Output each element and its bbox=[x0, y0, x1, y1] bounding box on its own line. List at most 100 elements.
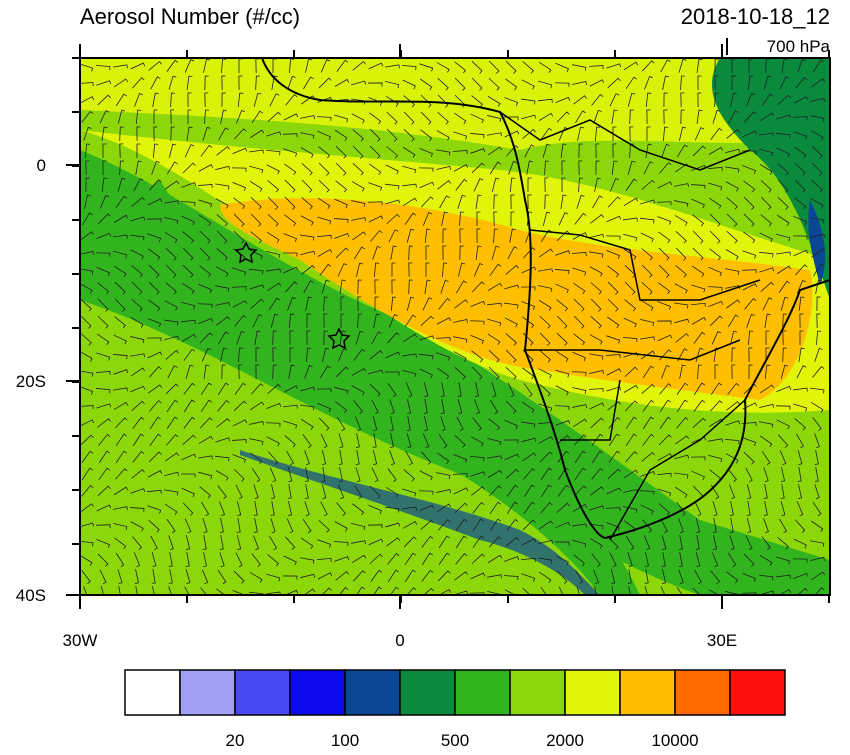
wind-barb bbox=[249, 149, 264, 154]
wind-barb bbox=[385, 80, 400, 89]
wind-barb bbox=[81, 110, 94, 123]
wind-barb bbox=[504, 589, 516, 595]
wind-barb bbox=[442, 228, 447, 244]
wind-barb bbox=[607, 536, 619, 550]
wind-barb bbox=[186, 126, 193, 141]
wind-barb bbox=[623, 317, 637, 328]
wind-barb bbox=[627, 160, 636, 175]
wind-barb bbox=[316, 557, 332, 562]
wind-barb bbox=[183, 399, 195, 413]
wind-barb bbox=[440, 416, 446, 432]
wind-barb bbox=[168, 552, 173, 567]
wind-barb bbox=[731, 364, 736, 380]
wind-barb bbox=[606, 215, 622, 223]
wind-barb bbox=[164, 319, 179, 326]
wind-barb bbox=[527, 177, 532, 193]
wind-barb bbox=[321, 484, 327, 500]
wind-barb bbox=[644, 586, 649, 595]
wind-barb bbox=[166, 519, 176, 534]
wind-barb bbox=[505, 349, 517, 363]
wind-barb bbox=[96, 352, 111, 361]
wind-barb bbox=[727, 382, 740, 395]
wind-barb bbox=[678, 569, 684, 585]
wind-barb bbox=[97, 315, 109, 329]
wind-barb bbox=[453, 164, 469, 172]
wind-barb bbox=[572, 351, 586, 362]
wind-barb bbox=[469, 455, 485, 462]
wind-barb bbox=[422, 297, 433, 311]
wind-barb bbox=[203, 364, 210, 379]
wind-barb bbox=[469, 592, 485, 595]
wind-barb bbox=[221, 75, 226, 91]
wind-barb bbox=[793, 572, 809, 579]
wind-barb bbox=[676, 417, 689, 429]
wind-barb bbox=[388, 229, 399, 243]
wind-barb bbox=[249, 284, 265, 290]
wind-barb bbox=[674, 215, 688, 226]
wind-barb bbox=[591, 433, 604, 446]
wind-barb bbox=[80, 405, 94, 410]
wind-barb bbox=[420, 78, 433, 91]
wind-barb bbox=[538, 300, 552, 311]
wind-barb bbox=[320, 501, 328, 517]
wind-barb bbox=[180, 201, 196, 207]
wind-barb bbox=[521, 573, 536, 582]
wind-barb bbox=[695, 552, 701, 568]
wind-barb bbox=[199, 230, 211, 244]
wind-barb bbox=[556, 230, 570, 242]
wind-barb bbox=[454, 502, 468, 514]
colorbar-box bbox=[179, 669, 236, 716]
wind-barb bbox=[776, 147, 790, 158]
wind-barb bbox=[576, 194, 585, 209]
wind-barb bbox=[249, 165, 264, 174]
wind-barb bbox=[794, 197, 807, 210]
wind-barb bbox=[424, 416, 428, 431]
wind-barb bbox=[438, 535, 450, 549]
wind-barb bbox=[744, 111, 757, 123]
wind-barb bbox=[316, 234, 332, 239]
wind-barb bbox=[454, 434, 466, 448]
wind-barb bbox=[232, 182, 247, 192]
wind-barb bbox=[793, 387, 808, 392]
wind-barb bbox=[522, 452, 537, 462]
wind-barb bbox=[301, 179, 313, 193]
wind-barb bbox=[471, 366, 483, 380]
wind-barb bbox=[418, 490, 434, 495]
wind-barb bbox=[657, 453, 673, 461]
wind-barb bbox=[117, 177, 126, 192]
wind-barb bbox=[374, 296, 379, 312]
wind-barb bbox=[81, 467, 93, 481]
wind-barb bbox=[96, 403, 112, 409]
wind-barb bbox=[184, 59, 195, 73]
wind-barb bbox=[792, 116, 808, 121]
wind-barb bbox=[113, 523, 128, 531]
wind-barb bbox=[675, 435, 690, 445]
wind-barb bbox=[505, 333, 517, 346]
wind-barb bbox=[305, 58, 313, 73]
wind-barb bbox=[725, 166, 740, 173]
wind-barb bbox=[386, 537, 401, 547]
wind-barb bbox=[628, 586, 631, 595]
wind-barb bbox=[435, 337, 451, 342]
wind-barb bbox=[797, 58, 806, 73]
wind-barb bbox=[607, 298, 619, 312]
wind-barb bbox=[605, 235, 621, 240]
wind-barb bbox=[355, 467, 361, 483]
wind-barb bbox=[438, 519, 451, 531]
wind-barb bbox=[573, 554, 585, 567]
wind-barb bbox=[81, 450, 94, 463]
wind-barb bbox=[80, 268, 94, 275]
wind-barb bbox=[168, 75, 177, 90]
wind-barb bbox=[438, 552, 451, 566]
wind-barb bbox=[810, 98, 825, 103]
wind-barb bbox=[301, 197, 313, 210]
wind-barb bbox=[437, 570, 451, 582]
wind-barb bbox=[759, 590, 775, 595]
wind-barb bbox=[694, 569, 702, 585]
wind-barb bbox=[319, 263, 332, 276]
wind-barb bbox=[369, 350, 383, 360]
wind-barb bbox=[641, 179, 655, 190]
wind-barb bbox=[80, 96, 95, 104]
wind-barb bbox=[336, 59, 349, 72]
wind-barb bbox=[594, 586, 597, 595]
